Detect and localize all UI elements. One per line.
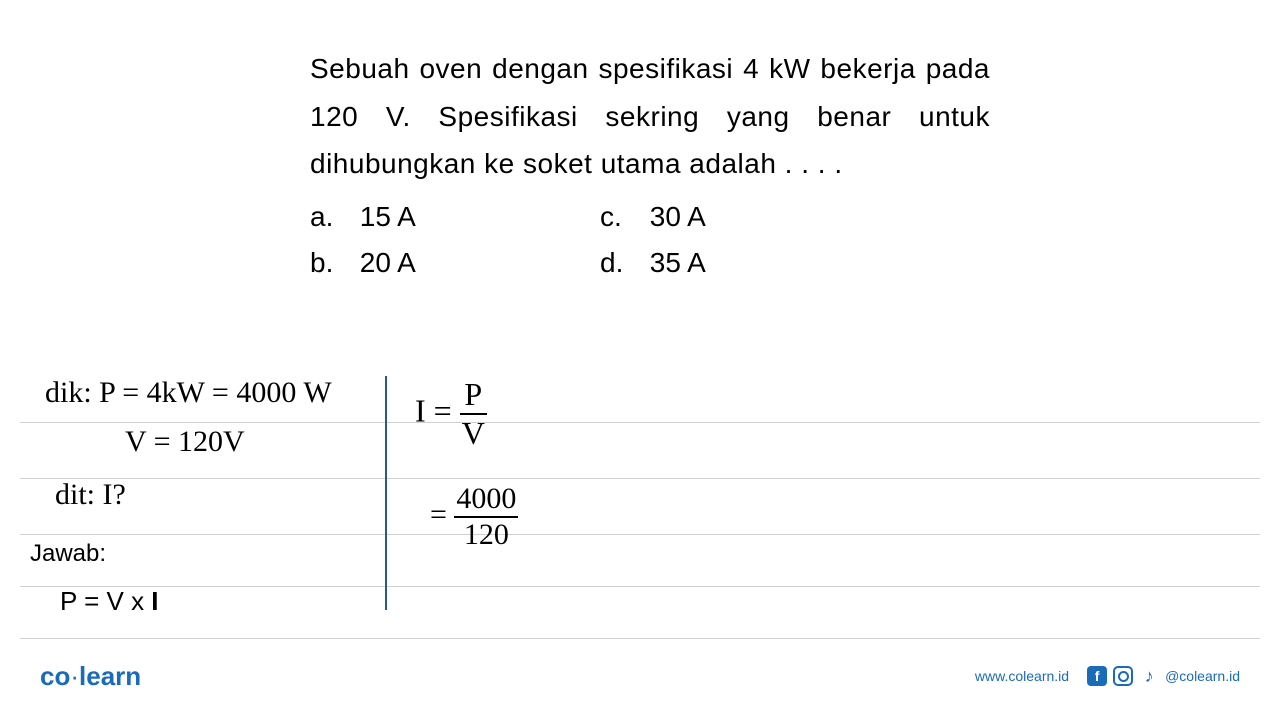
frac-num-p: P bbox=[460, 376, 487, 415]
option-b-label: b. bbox=[310, 240, 352, 286]
social-handle: @colearn.id bbox=[1165, 668, 1240, 684]
i-equals: I = bbox=[415, 392, 452, 428]
social-icons: f ♪ @colearn.id bbox=[1087, 666, 1240, 686]
dik-label: dik: bbox=[45, 376, 92, 409]
options-right: c. 30 A d. 35 A bbox=[600, 194, 850, 286]
frac-num-4000: 4000 bbox=[454, 482, 518, 518]
current-calculation: = 4000 120 bbox=[430, 482, 518, 552]
vertical-divider bbox=[385, 376, 387, 610]
option-b-value: 20 A bbox=[360, 247, 416, 278]
website-url: www.colearn.id bbox=[975, 668, 1069, 684]
option-c: c. 30 A bbox=[600, 194, 850, 240]
asked: dit: I? bbox=[55, 478, 126, 512]
option-a: a. 15 A bbox=[310, 194, 600, 240]
instagram-icon bbox=[1113, 666, 1133, 686]
logo-co: co bbox=[40, 661, 70, 691]
option-c-label: c. bbox=[600, 194, 642, 240]
option-d-value: 35 A bbox=[650, 247, 706, 278]
fraction-pv: P V bbox=[460, 376, 487, 452]
option-c-value: 30 A bbox=[650, 201, 706, 232]
ruled-line bbox=[20, 422, 1260, 423]
question-text: Sebuah oven dengan spesifikasi 4 kW beke… bbox=[310, 45, 990, 188]
answer-label: Jawab: bbox=[30, 540, 106, 568]
option-d: d. 35 A bbox=[600, 240, 850, 286]
logo-dot: · bbox=[70, 661, 79, 691]
options-left: a. 15 A b. 20 A bbox=[310, 194, 600, 286]
fraction-values: 4000 120 bbox=[454, 482, 518, 552]
option-a-label: a. bbox=[310, 194, 352, 240]
facebook-icon: f bbox=[1087, 666, 1107, 686]
ruled-line bbox=[20, 586, 1260, 587]
equals: = bbox=[430, 498, 447, 531]
current-formula: I = P V bbox=[415, 376, 487, 452]
options-container: a. 15 A b. 20 A c. 30 A d. 35 A bbox=[310, 194, 990, 286]
option-a-value: 15 A bbox=[360, 201, 416, 232]
dit-label: dit: bbox=[55, 478, 95, 511]
given-power: dik: P = 4kW = 4000 W bbox=[45, 376, 332, 410]
brand-logo: co·learn bbox=[40, 661, 141, 692]
logo-learn: learn bbox=[79, 661, 141, 691]
question-block: Sebuah oven dengan spesifikasi 4 kW beke… bbox=[310, 45, 990, 286]
tiktok-icon: ♪ bbox=[1139, 666, 1159, 686]
ruled-line bbox=[20, 478, 1260, 479]
dik-power-value: P = 4kW = 4000 W bbox=[99, 376, 331, 409]
ruled-line bbox=[20, 534, 1260, 535]
ruled-line bbox=[20, 638, 1260, 639]
frac-den-v: V bbox=[460, 415, 487, 452]
option-d-label: d. bbox=[600, 240, 642, 286]
given-voltage: V = 120V bbox=[125, 425, 245, 459]
footer: co·learn www.colearn.id f ♪ @colearn.id bbox=[0, 656, 1280, 696]
power-formula: P = V x I bbox=[60, 586, 159, 617]
footer-right: www.colearn.id f ♪ @colearn.id bbox=[975, 666, 1240, 686]
frac-den-120: 120 bbox=[454, 518, 518, 552]
option-b: b. 20 A bbox=[310, 240, 600, 286]
dit-value: I? bbox=[103, 478, 126, 511]
